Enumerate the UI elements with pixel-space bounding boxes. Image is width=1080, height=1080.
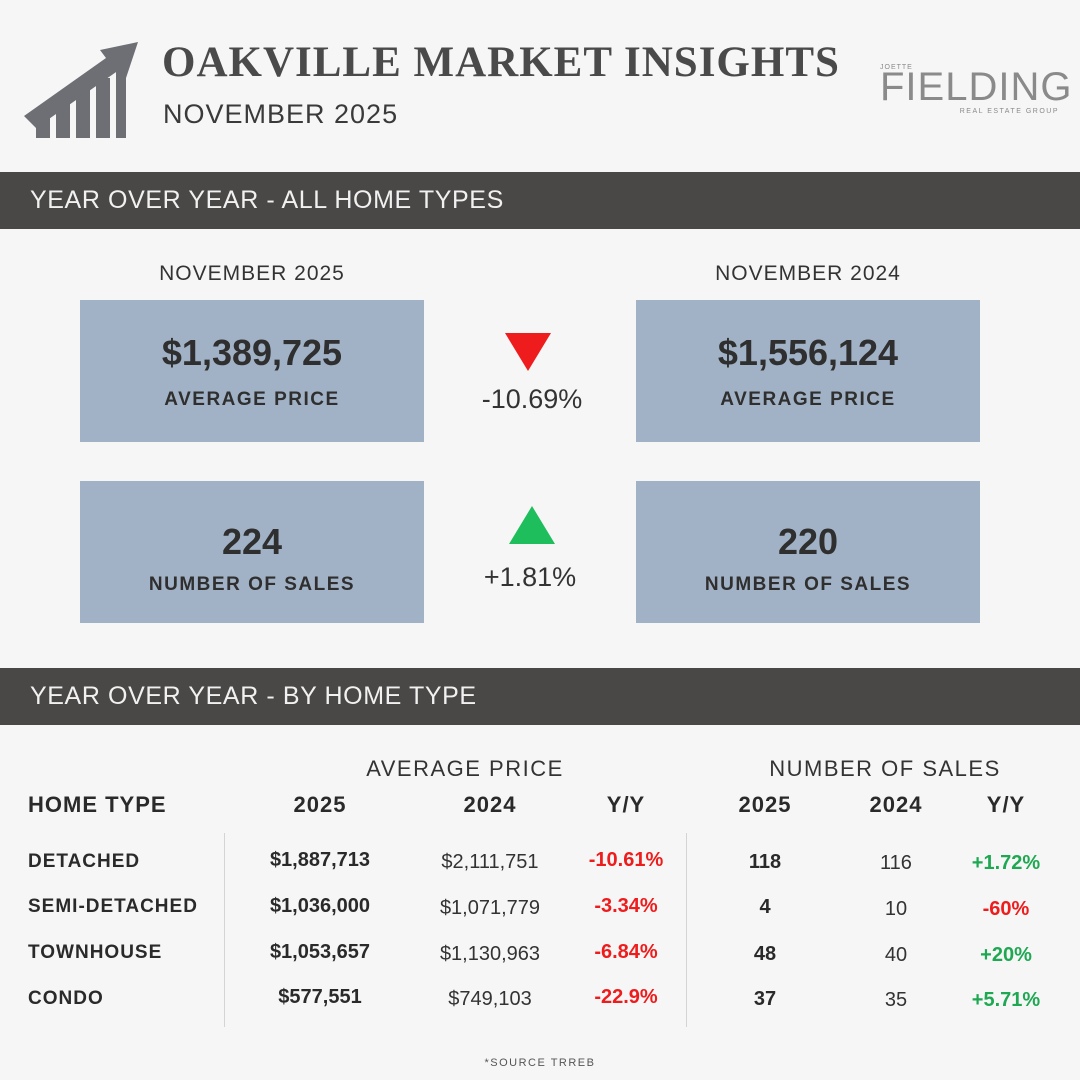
current-sales-card: 224 NUMBER OF SALES <box>80 481 424 623</box>
column-header-sales-2024: 2024 <box>869 792 923 817</box>
current-avg-price: $1,389,725 <box>161 332 343 373</box>
column-header-price-2025: 2025 <box>293 792 347 817</box>
up-arrow-icon <box>509 506 555 544</box>
table-cell-sales-yy: +20% <box>980 944 1032 966</box>
brand-tagline: REAL ESTATE GROUP <box>959 108 1059 115</box>
growth-chart-icon <box>24 42 138 138</box>
current-price-card: $1,389,725 AVERAGE PRICE <box>80 300 424 442</box>
column-divider <box>224 833 225 1027</box>
table-row-type: DETACHED <box>28 851 141 872</box>
column-header-price-2024: 2024 <box>463 792 517 817</box>
table-cell-sales-2025: 4 <box>759 896 771 918</box>
table-row-type: TOWNHOUSE <box>28 942 163 963</box>
column-header-sales-2025: 2025 <box>738 792 792 817</box>
brand-name: FIELDING <box>880 65 1073 109</box>
table-cell-price-2024: $1,130,963 <box>439 943 541 965</box>
previous-price-card: $1,556,124 AVERAGE PRICE <box>636 300 980 442</box>
table-cell-price-2024: $749,103 <box>448 988 532 1010</box>
table-cell-price-2024: $1,071,779 <box>439 897 541 919</box>
price-change: -10.69% <box>481 384 583 414</box>
page-subtitle: NOVEMBER 2025 <box>163 99 399 129</box>
table-cell-sales-yy: +5.71% <box>971 989 1041 1011</box>
header: OAKVILLE MARKET INSIGHTS NOVEMBER 2025 J… <box>0 0 1080 172</box>
column-header-sales-yy: Y/Y <box>986 792 1026 817</box>
down-arrow-icon <box>505 333 551 371</box>
table-cell-sales-2024: 40 <box>884 944 908 966</box>
table-cell-price-2024: $2,111,751 <box>441 851 539 873</box>
previous-avg-price: $1,556,124 <box>717 332 899 373</box>
table-cell-price-2025: $1,887,713 <box>269 849 371 871</box>
column-header-price-yy: Y/Y <box>606 792 646 817</box>
section-header-by-type: YEAR OVER YEAR - BY HOME TYPE <box>0 668 1080 725</box>
current-period-label: NOVEMBER 2025 <box>159 262 345 285</box>
group-header-price: AVERAGE PRICE <box>366 756 564 781</box>
table-row-type: CONDO <box>28 988 104 1009</box>
table-cell-sales-yy: +1.72% <box>971 852 1041 874</box>
current-avg-price-label: AVERAGE PRICE <box>164 389 340 410</box>
previous-sales-card: 220 NUMBER OF SALES <box>636 481 980 623</box>
table-cell-price-yy: -6.84% <box>594 941 658 963</box>
table-cell-sales-2024: 35 <box>884 989 908 1011</box>
previous-sales-label: NUMBER OF SALES <box>704 574 912 595</box>
group-header-sales: NUMBER OF SALES <box>769 756 1001 781</box>
table-cell-price-yy: -10.61% <box>588 849 664 871</box>
current-sales-count: 224 <box>221 521 283 562</box>
section-header-all-types: YEAR OVER YEAR - ALL HOME TYPES <box>0 172 1080 229</box>
page-title: OAKVILLE MARKET INSIGHTS <box>162 39 840 86</box>
column-header-home-type: HOME TYPE <box>28 792 167 817</box>
source-note: *SOURCE TRREB <box>484 1057 596 1069</box>
previous-sales-count: 220 <box>777 521 839 562</box>
previous-period-label: NOVEMBER 2024 <box>715 262 901 285</box>
previous-avg-price-label: AVERAGE PRICE <box>720 389 896 410</box>
table-cell-sales-2025: 118 <box>748 851 782 873</box>
brand-first-name: JOETTE <box>880 64 913 71</box>
table-cell-price-2025: $1,036,000 <box>269 895 371 917</box>
table-cell-sales-yy: -60% <box>982 898 1030 920</box>
table-cell-sales-2024: 116 <box>880 852 912 874</box>
table-row-type: SEMI-DETACHED <box>28 896 198 917</box>
sales-change: +1.81% <box>483 562 577 592</box>
table-cell-price-yy: -22.9% <box>594 986 658 1008</box>
table-cell-price-2025: $577,551 <box>278 986 362 1008</box>
column-divider <box>686 833 687 1027</box>
table-cell-sales-2025: 37 <box>753 988 777 1010</box>
current-sales-label: NUMBER OF SALES <box>148 574 356 595</box>
brand-logo: JOETTE FIELDING REAL ESTATE GROUP <box>878 62 1071 120</box>
table-cell-sales-2025: 48 <box>753 943 777 965</box>
table-cell-price-2025: $1,053,657 <box>269 941 371 963</box>
table-cell-sales-2024: 10 <box>884 898 908 920</box>
table-cell-price-yy: -3.34% <box>594 895 658 917</box>
